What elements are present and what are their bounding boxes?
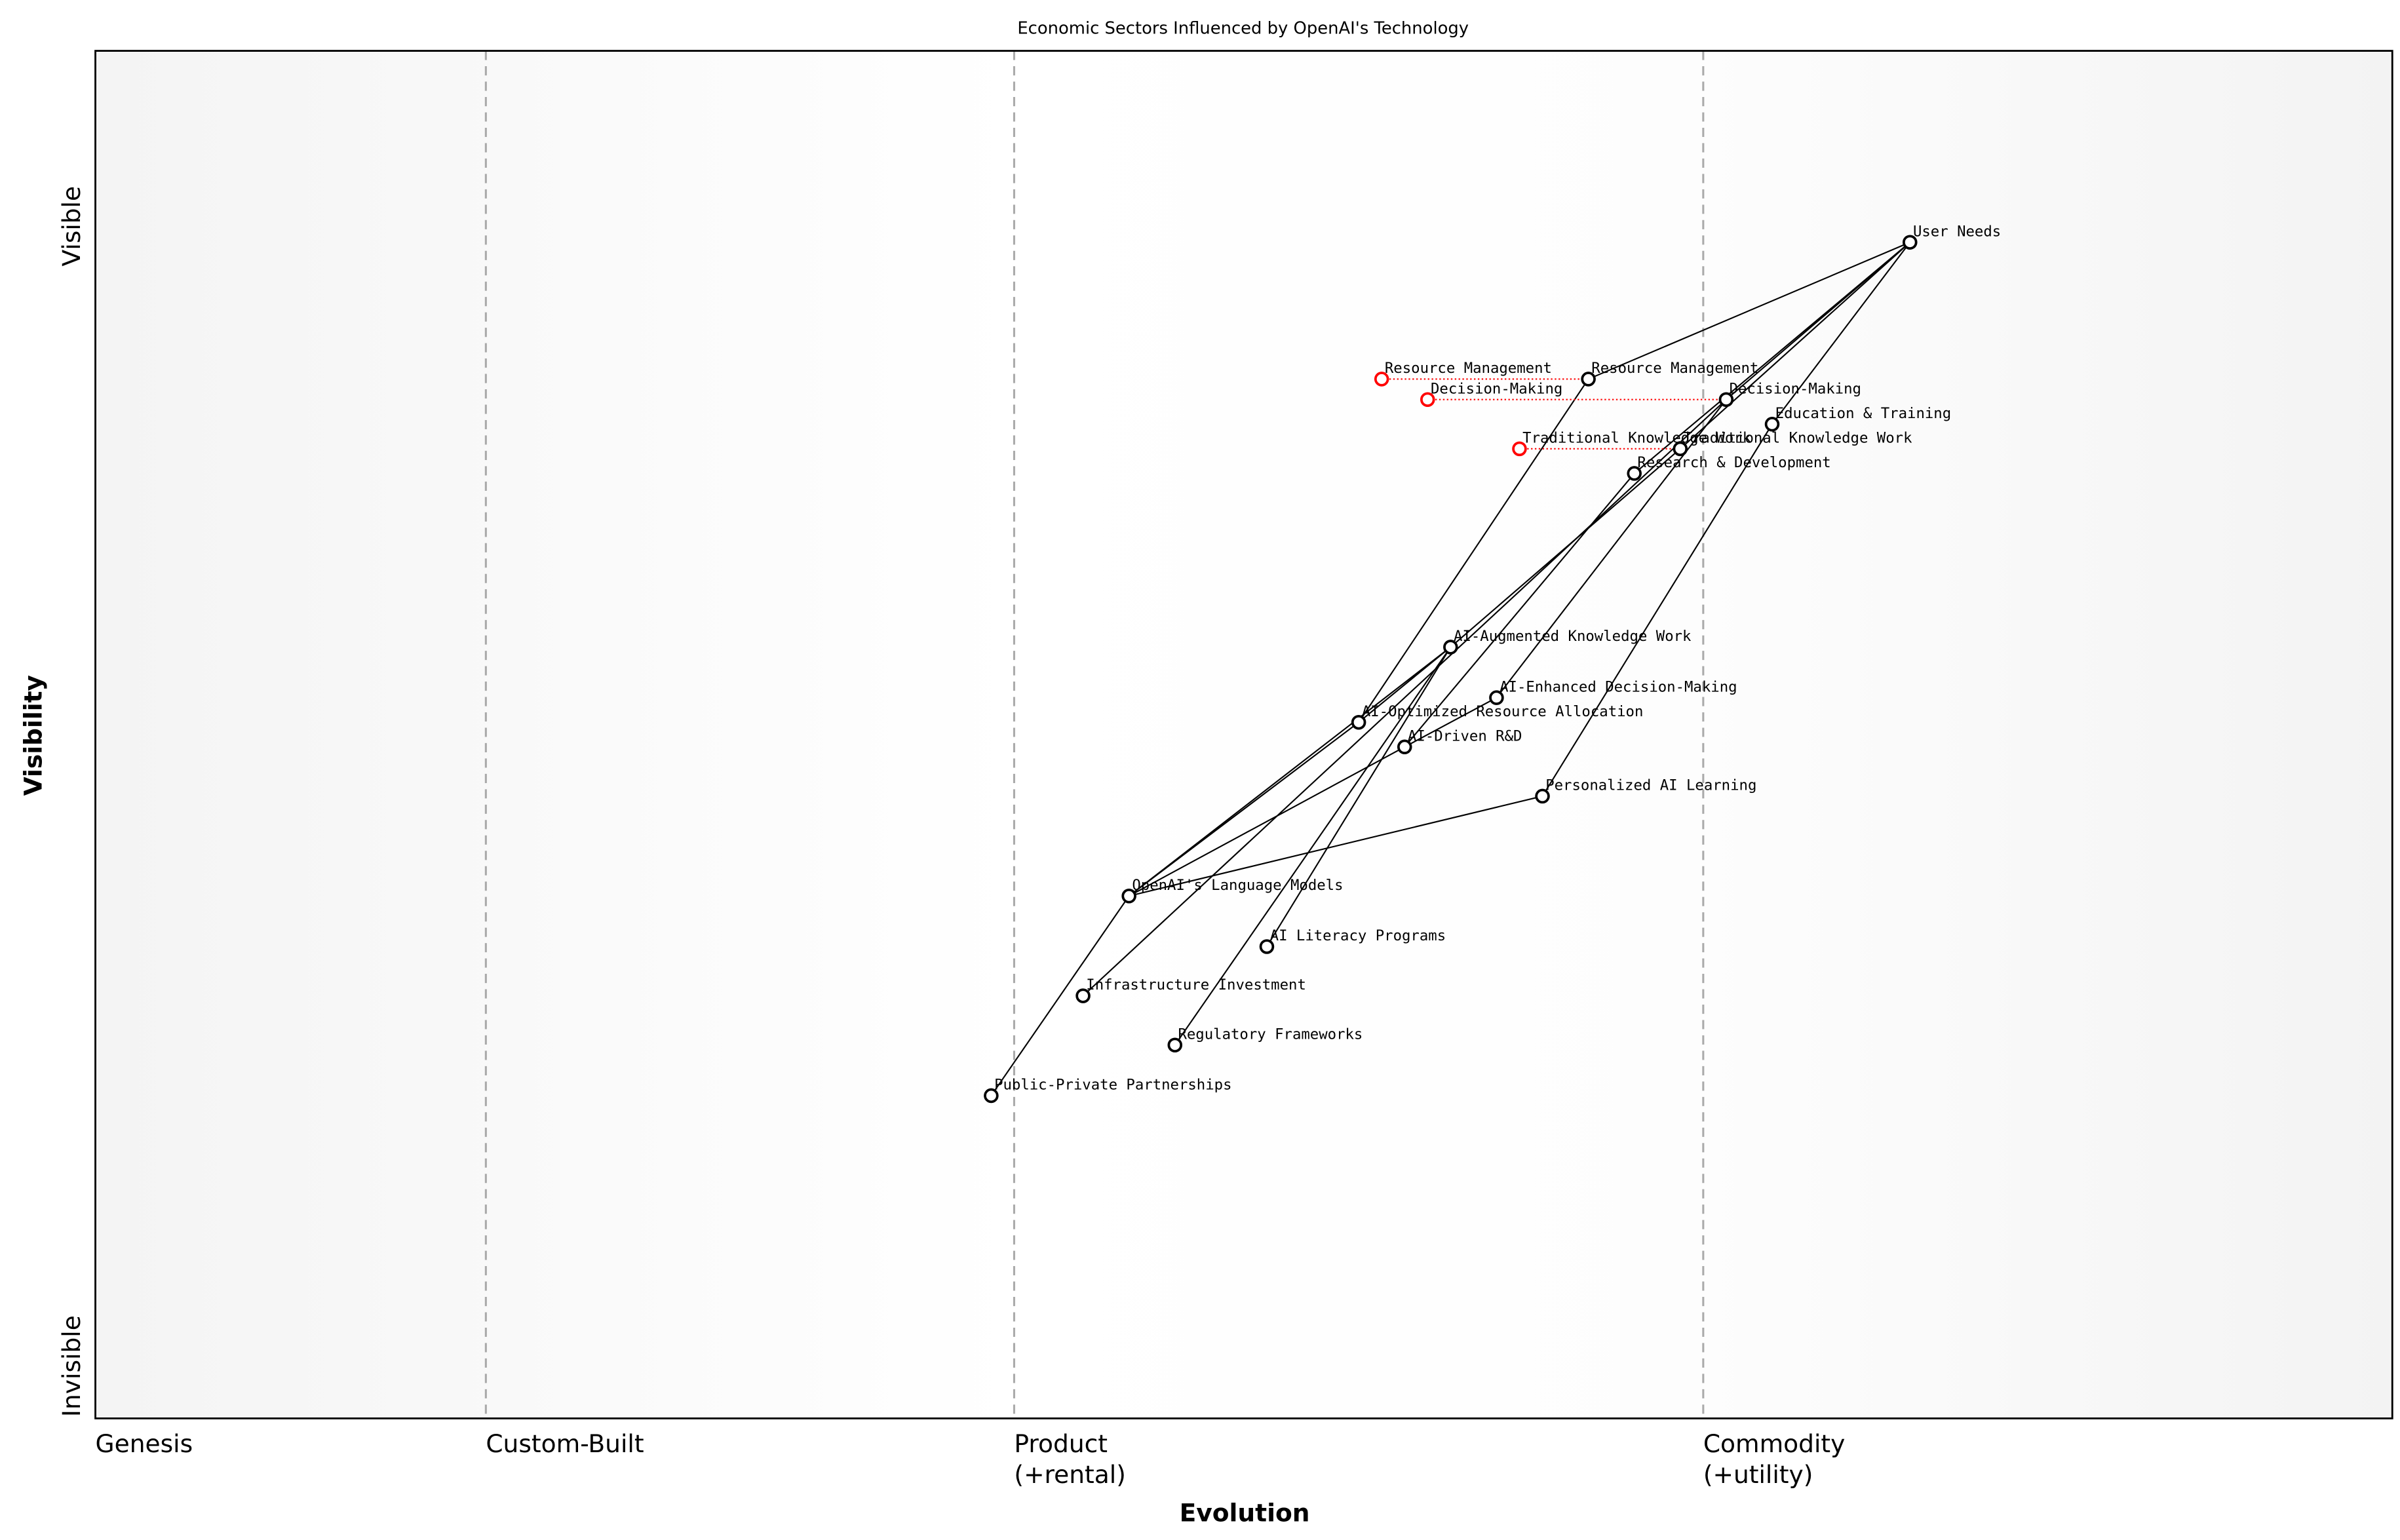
component-rnd[interactable]: Research & Development — [1627, 454, 1831, 481]
component-label: User Needs — [1913, 223, 2001, 240]
component-label: Education & Training — [1775, 405, 1951, 422]
link-ai_optimized-openai_lm — [1129, 722, 1359, 897]
component-label: AI-Driven R&D — [1408, 727, 1522, 744]
component-ai_optimized[interactable]: AI-Optimized Resource Allocation — [1351, 703, 1644, 730]
plot-frame — [94, 50, 2393, 1419]
evolved-from-marker[interactable] — [1420, 392, 1435, 407]
component-ai_enhanced[interactable]: AI-Enhanced Decision-Making — [1489, 678, 1737, 705]
component-education[interactable]: Education & Training — [1764, 405, 1952, 432]
link-personalized-openai_lm — [1129, 795, 1543, 897]
component-label: Infrastructure Investment — [1086, 976, 1306, 993]
component-marker[interactable] — [1075, 988, 1091, 1003]
component-marker[interactable] — [1581, 372, 1596, 387]
component-label: Resource Management — [1591, 360, 1758, 377]
component-marker[interactable] — [1351, 714, 1366, 730]
map-title: Economic Sectors Influenced by OpenAI's … — [1017, 19, 1469, 39]
component-marker[interactable] — [984, 1088, 999, 1104]
evolved-from-label: Decision-Making — [1431, 380, 1562, 397]
component-decision_making[interactable]: Decision-Making — [1718, 380, 1861, 407]
link-decision_making-infrastructure — [1082, 398, 1727, 997]
component-traditional_kw[interactable]: Traditional Knowledge Work — [1673, 429, 1912, 457]
link-user_needs-traditional_kw — [1680, 241, 1910, 450]
component-openai_lm[interactable]: OpenAI's Language Models — [1121, 877, 1344, 904]
component-user_needs[interactable]: User Needs — [1903, 223, 2001, 250]
link-ai_driven_rnd-openai_lm — [1129, 746, 1405, 897]
evolved-from-label: Resource Management — [1385, 360, 1552, 377]
stage-label: Product — [1014, 1429, 1108, 1458]
stage-sublabel: (+rental) — [1014, 1460, 1125, 1489]
link-user_needs-resource_mgmt — [1588, 241, 1910, 380]
stage-sublabel: (+utility) — [1703, 1460, 1813, 1489]
link-ai_augmented-ai_literacy — [1266, 646, 1452, 948]
component-marker[interactable] — [1167, 1037, 1183, 1052]
y-bottom-label: Invisible — [57, 1315, 86, 1417]
component-marker[interactable] — [1718, 392, 1734, 407]
y-axis-title: Visibility — [18, 675, 47, 796]
component-marker[interactable] — [1903, 235, 1918, 250]
component-ai_literacy[interactable]: AI Literacy Programs — [1259, 927, 1446, 954]
link-resource_mgmt-ai_optimized — [1358, 378, 1589, 723]
component-marker[interactable] — [1121, 888, 1136, 904]
component-ai_augmented[interactable]: AI-Augmented Knowledge Work — [1443, 628, 1692, 655]
evolved-from-marker[interactable] — [1374, 372, 1389, 387]
component-label: AI-Augmented Knowledge Work — [1454, 628, 1692, 645]
stage-label: Custom-Built — [486, 1429, 644, 1458]
stage-label: Commodity — [1703, 1429, 1846, 1458]
evolution-markers: Resource Management Decision-Making Tradit… — [1374, 360, 1752, 457]
component-marker[interactable] — [1489, 690, 1504, 705]
component-marker[interactable] — [1397, 739, 1412, 755]
stage-label: Genesis — [96, 1429, 193, 1458]
link-decision_making-ai_enhanced — [1496, 399, 1727, 699]
x-axis-title: Evolution — [1180, 1499, 1310, 1528]
dependency-links — [990, 241, 1911, 1096]
component-infrastructure[interactable]: Infrastructure Investment — [1075, 976, 1306, 1003]
component-label: AI Literacy Programs — [1270, 927, 1446, 944]
link-user_needs-rnd — [1634, 241, 1910, 474]
component-label: Traditional Knowledge Work — [1683, 429, 1912, 446]
component-marker[interactable] — [1443, 640, 1458, 655]
component-label: OpenAI's Language Models — [1132, 877, 1343, 894]
component-ai_driven_rnd[interactable]: AI-Driven R&D — [1397, 727, 1522, 755]
evolved-from-marker[interactable] — [1512, 441, 1527, 457]
component-personalized[interactable]: Personalized AI Learning — [1535, 777, 1756, 804]
component-marker[interactable] — [1259, 939, 1275, 954]
components: User Needs Resource Management Decision-Ma… — [984, 223, 2001, 1104]
y-top-label: Visible — [57, 186, 86, 267]
plot-area — [95, 50, 2393, 1419]
component-regulatory[interactable]: Regulatory Frameworks — [1167, 1026, 1363, 1052]
link-ai_augmented-ai_optimized — [1358, 646, 1451, 723]
component-label: Regulatory Frameworks — [1178, 1026, 1363, 1043]
link-education-personalized — [1541, 423, 1773, 797]
component-marker[interactable] — [1673, 441, 1688, 457]
stage-dividers — [484, 50, 1705, 1419]
component-ppp[interactable]: Public-Private Partnerships — [984, 1077, 1232, 1104]
link-ai_augmented-openai_lm — [1129, 646, 1451, 897]
link-ai_driven_rnd-ai_enhanced — [1404, 697, 1497, 748]
component-marker[interactable] — [1535, 788, 1550, 804]
component-label: Personalized AI Learning — [1545, 777, 1756, 794]
link-ai_augmented-regulatory — [1174, 646, 1452, 1046]
component-label: Public-Private Partnerships — [994, 1077, 1231, 1094]
link-rnd-ai_driven_rnd — [1404, 472, 1635, 748]
component-label: Research & Development — [1637, 454, 1830, 471]
component-resource_mgmt[interactable]: Resource Management — [1581, 360, 1758, 387]
component-label: Decision-Making — [1730, 380, 1861, 397]
link-openai_lm-ppp — [990, 895, 1130, 1096]
component-marker[interactable] — [1764, 417, 1780, 432]
component-label: AI-Enhanced Decision-Making — [1500, 678, 1737, 695]
component-marker[interactable] — [1627, 466, 1642, 481]
link-traditional_kw-ai_augmented — [1450, 448, 1681, 648]
evolution-stage-labels: Genesis Custom-Built Product(+rental) Commo… — [96, 1429, 1846, 1489]
component-label: AI-Optimized Resource Allocation — [1362, 703, 1644, 720]
link-user_needs-education — [1771, 242, 1911, 425]
evolved-from-label: Traditional Knowledge Work — [1522, 429, 1752, 446]
